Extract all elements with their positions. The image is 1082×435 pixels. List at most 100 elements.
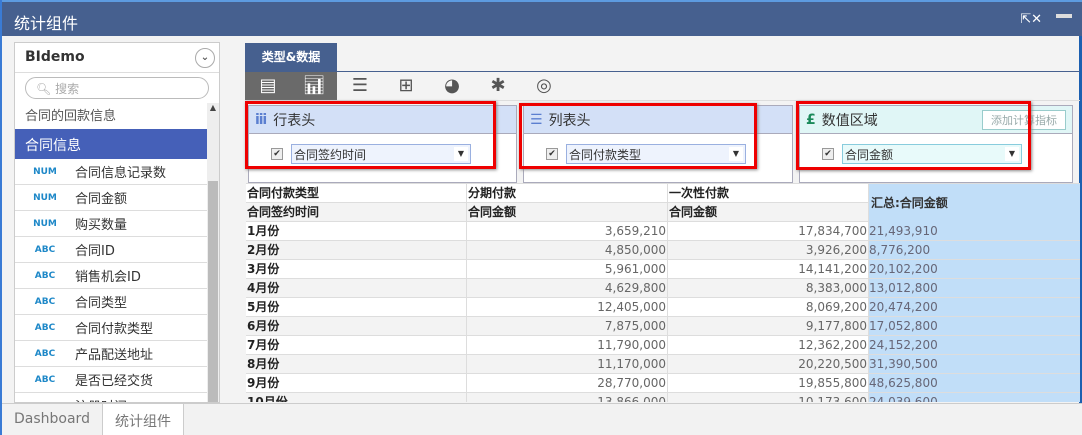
- tab-stat-component[interactable]: 统计组件: [102, 404, 184, 435]
- value-cell: 12,362,200: [668, 336, 869, 354]
- field-type-badge: ABC: [34, 348, 56, 359]
- map-icon[interactable]: ✱: [490, 75, 506, 96]
- search-icon: 🔍︎: [36, 82, 52, 96]
- row-label: 1月份: [246, 222, 467, 240]
- field-item[interactable]: ABC 产品配送地址: [15, 341, 207, 367]
- field-type-badge: NUM: [33, 192, 57, 203]
- value-cell: 4,629,800: [467, 279, 668, 297]
- col-field-checkbox[interactable]: ✔: [546, 148, 558, 160]
- add-calc-metric-button[interactable]: 添加计算指标: [982, 109, 1066, 130]
- value-cell: 7,875,000: [467, 317, 668, 335]
- value-cell: 8,069,200: [668, 298, 869, 316]
- row-field-select[interactable]: 合同签约时间 ▼: [291, 144, 471, 164]
- panel-title: 列表头: [548, 112, 591, 129]
- table-icon[interactable]: ▤: [245, 72, 291, 100]
- table-group-item[interactable]: 合同的回款信息: [25, 109, 117, 124]
- value-cell: 28,770,000: [467, 374, 668, 392]
- pie-chart-icon[interactable]: ◕: [444, 75, 460, 96]
- horizontal-bar-icon[interactable]: ☰: [351, 75, 369, 96]
- package-name: BIdemo: [25, 49, 85, 65]
- pivot-table: 合同付款类型 分期付款 一次性付款 合同签约时间 合同金额 合同金额 汇总:合同金额 1…: [246, 183, 1080, 402]
- value-cell: 3,926,200: [668, 241, 869, 259]
- value-cell: 11,170,000: [467, 355, 668, 373]
- window-title: 统计组件: [14, 14, 79, 33]
- field-item[interactable]: ABC 合同付款类型: [15, 315, 207, 341]
- package-selector[interactable]: BIdemo ⌄: [15, 43, 219, 73]
- minimize-button[interactable]: [1056, 14, 1072, 18]
- value-cell: 14,141,200: [668, 260, 869, 278]
- panel-title: 数值区域: [821, 112, 878, 129]
- value-cell: 3,659,210: [467, 222, 668, 240]
- field-type-badge: ABC: [34, 374, 56, 385]
- field-label: 购买数量: [75, 218, 128, 233]
- scroll-thumb[interactable]: [208, 181, 218, 402]
- search-placeholder: 搜索: [55, 82, 80, 96]
- field-item[interactable]: ABC 销售机会ID: [15, 263, 207, 289]
- field-type-badge: NUM: [33, 218, 57, 229]
- stacked-bar-icon[interactable]: ⊞: [398, 75, 414, 96]
- field-item[interactable]: ABC 是否已经交货: [15, 367, 207, 393]
- field-item[interactable]: NUM 合同金额: [15, 185, 207, 211]
- col-field-select[interactable]: 合同付款类型 ▼: [566, 144, 746, 164]
- field-item[interactable]: ABC 合同ID: [15, 237, 207, 263]
- field-label: 合同付款类型: [75, 322, 154, 337]
- field-label: 产品配送地址: [75, 348, 154, 363]
- field-type-badge: NUM: [33, 166, 57, 177]
- table-row: 9月份 28,770,000 19,855,800 48,625,800: [246, 374, 1080, 393]
- value-field-checkbox[interactable]: ✔: [822, 148, 834, 160]
- select-value: 合同付款类型: [569, 147, 642, 162]
- field-label: 合同ID: [75, 244, 115, 259]
- value-cell: 9,177,800: [668, 317, 869, 335]
- selected-table-item[interactable]: 合同信息: [15, 129, 207, 159]
- table-row: 8月份 11,170,000 20,220,500 31,390,500: [246, 355, 1080, 374]
- field-label: 注册时间: [75, 396, 127, 402]
- field-type-badge: ABC: [34, 270, 56, 281]
- calendar-icon: ▭: [15, 398, 75, 403]
- search-input[interactable]: 🔍︎ 搜索: [25, 77, 209, 99]
- gauge-icon[interactable]: ◎: [536, 75, 552, 96]
- value-cell: 21,493,910: [869, 222, 1080, 240]
- field-label: 合同金额: [75, 192, 128, 207]
- row-label: 4月份: [246, 279, 467, 297]
- tab-type-data[interactable]: 类型&数据: [245, 43, 337, 71]
- bar-chart-icon[interactable]: 📊︎: [291, 72, 337, 100]
- dropdown-arrow-icon[interactable]: ▼: [1005, 147, 1019, 161]
- select-value: 合同金额: [845, 147, 894, 162]
- table-row: 6月份 7,875,000 9,177,800 17,052,800: [246, 317, 1080, 336]
- table-row: 4月份 4,629,800 8,383,000 13,012,800: [246, 279, 1080, 298]
- row-label: 10月份: [246, 393, 467, 402]
- field-item[interactable]: NUM 购买数量: [15, 211, 207, 237]
- chart-type-toolbar: ▤ 📊︎ ☰ ⊞ ◕ ✱ ◎: [245, 72, 567, 100]
- field-label: 是否已经交货: [75, 374, 154, 389]
- value-cell: 8,383,000: [668, 279, 869, 297]
- highlight-box: [519, 103, 757, 169]
- chevron-down-icon[interactable]: ⌄: [195, 48, 215, 68]
- column-header-panel: ☰ 列表头 ✔ 合同付款类型 ▼: [523, 105, 793, 183]
- value-cell: 8,776,200: [869, 241, 1080, 259]
- export-icon[interactable]: ⇱✕: [1020, 12, 1042, 27]
- dropdown-arrow-icon[interactable]: ▼: [729, 147, 743, 161]
- header-row: 合同付款类型 分期付款 一次性付款: [246, 184, 1080, 203]
- value-cell: 4,850,000: [467, 241, 668, 259]
- dropdown-arrow-icon[interactable]: ▼: [454, 147, 468, 161]
- field-item[interactable]: NUM 合同信息记录数: [15, 159, 207, 185]
- row-header-panel: ⅲ 行表头 ✔ 合同签约时间 ▼: [248, 105, 517, 183]
- row-field-checkbox[interactable]: ✔: [271, 148, 283, 160]
- sidebar-scrollbar[interactable]: ▲: [207, 103, 219, 402]
- highlight-box: [245, 101, 496, 169]
- scroll-up-icon[interactable]: ▲: [209, 103, 217, 112]
- table-row: 5月份 12,405,000 8,069,200 20,474,200: [246, 298, 1080, 317]
- row-label: 7月份: [246, 336, 467, 354]
- tab-dashboard[interactable]: Dashboard: [2, 404, 103, 435]
- field-item[interactable]: ABC 合同类型: [15, 289, 207, 315]
- field-item[interactable]: ▭注册时间: [15, 393, 207, 403]
- field-type-badge: ABC: [34, 296, 56, 307]
- value-field-select[interactable]: 合同金额 ▼: [842, 144, 1022, 164]
- table-row: 10月份 13,866,000 10,173,600 24,039,600: [246, 393, 1080, 402]
- value-cell: 11,790,000: [467, 336, 668, 354]
- value-cell: 48,625,800: [869, 374, 1080, 392]
- value-cell: 17,052,800: [869, 317, 1080, 335]
- value-cell: 13,866,000: [467, 393, 668, 402]
- pound-icon: £: [806, 111, 816, 128]
- value-cell: 31,390,500: [869, 355, 1080, 373]
